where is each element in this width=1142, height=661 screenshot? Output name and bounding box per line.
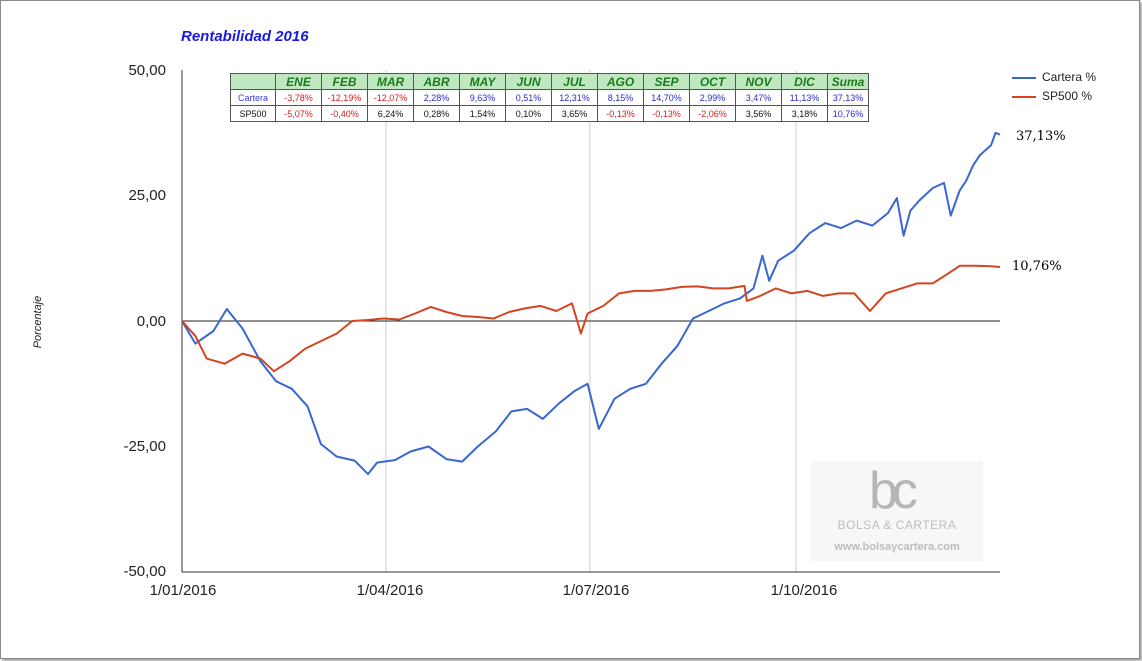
table-header-cell: Suma bbox=[827, 73, 869, 90]
table-header-cell: MAY bbox=[459, 73, 506, 90]
table-cell: 1,54% bbox=[459, 105, 506, 122]
watermark-logo: bc bbox=[869, 462, 918, 520]
table-cell: 2,28% bbox=[413, 89, 460, 106]
series-line-cartera bbox=[181, 131, 1001, 476]
table-cell: 37,13% bbox=[827, 89, 869, 106]
table-header-cell: NOV bbox=[735, 73, 782, 90]
table-row-label: Cartera bbox=[230, 89, 276, 106]
table-header-cell bbox=[230, 73, 276, 90]
table-cell: 3,65% bbox=[551, 105, 598, 122]
table-cell: -0,13% bbox=[643, 105, 690, 122]
legend-item-sp500: SP500 % bbox=[1012, 89, 1092, 103]
table-cell: 10,76% bbox=[827, 105, 869, 122]
y-tick-label: -50,00 bbox=[123, 563, 166, 580]
y-tick-label: 50,00 bbox=[128, 62, 166, 79]
table-cell: 3,47% bbox=[735, 89, 782, 106]
legend-swatch bbox=[1012, 76, 1036, 79]
table-cell: 3,56% bbox=[735, 105, 782, 122]
monthly-returns-table: ENE FEB MAR ABR MAY JUN JUL AGO SEP OCT NOV DIC Suma… bbox=[230, 73, 869, 122]
table-cell: -2,06% bbox=[689, 105, 736, 122]
table-cell: 12,31% bbox=[551, 89, 598, 106]
table-cell: 6,24% bbox=[367, 105, 414, 122]
x-tick-label: 1/01/2016 bbox=[149, 582, 217, 599]
x-tick-label: 1/07/2016 bbox=[562, 582, 630, 599]
table-header-row: ENE FEB MAR ABR MAY JUN JUL AGO SEP OCT NOV DIC Suma bbox=[230, 73, 869, 90]
table-cell: 11,13% bbox=[781, 89, 828, 106]
table-header-cell: JUN bbox=[505, 73, 552, 90]
table-row: Cartera -3,78% -12,19% -12,07% 2,28% 9,63% 0,5… bbox=[230, 89, 869, 106]
watermark-url: www.bolsaycartera.com bbox=[834, 541, 960, 553]
table-cell: 0,28% bbox=[413, 105, 460, 122]
table-header-cell: ABR bbox=[413, 73, 460, 90]
legend-item-cartera: Cartera % bbox=[1012, 70, 1096, 84]
chart-title: Rentabilidad 2016 bbox=[181, 28, 309, 45]
table-header-cell: FEB bbox=[321, 73, 368, 90]
watermark-name: BOLSA & CARTERA bbox=[837, 518, 957, 532]
table-cell: -0,40% bbox=[321, 105, 368, 122]
table-cell: -5,07% bbox=[275, 105, 322, 122]
table-cell: 8,15% bbox=[597, 89, 644, 106]
end-label-sp500: 10,76% bbox=[1012, 259, 1062, 274]
table-header-cell: MAR bbox=[367, 73, 414, 90]
table-header-cell: OCT bbox=[689, 73, 736, 90]
table-cell: 0,51% bbox=[505, 89, 552, 106]
table-cell: 9,63% bbox=[459, 89, 506, 106]
y-tick-label: 0,00 bbox=[136, 313, 166, 330]
watermark: bc BOLSA & CARTERA www.bolsaycartera.com bbox=[811, 461, 983, 561]
table-cell: 14,70% bbox=[643, 89, 690, 106]
legend-swatch bbox=[1012, 95, 1036, 98]
y-tick-label: -25,00 bbox=[123, 438, 166, 455]
table-header-cell: ENE bbox=[275, 73, 322, 90]
table-header-cell: JUL bbox=[551, 73, 598, 90]
table-cell: 3,18% bbox=[781, 105, 828, 122]
table-cell: -12,07% bbox=[367, 89, 414, 106]
series-line-sp500 bbox=[181, 264, 1001, 373]
table-cell: 0,10% bbox=[505, 105, 552, 122]
y-tick-label: 25,00 bbox=[128, 187, 166, 204]
legend-label: Cartera % bbox=[1042, 70, 1097, 84]
table-cell: -12,19% bbox=[321, 89, 368, 106]
end-label-cartera: 37,13% bbox=[1016, 129, 1066, 144]
table-header-cell: SEP bbox=[643, 73, 690, 90]
table-cell: -3,78% bbox=[275, 89, 322, 106]
legend-label: SP500 % bbox=[1042, 89, 1093, 103]
table-header-cell: AGO bbox=[597, 73, 644, 90]
table-row: SP500 -5,07% -0,40% 6,24% 0,28% 1,54% 0,10% 3,6… bbox=[230, 105, 869, 122]
table-cell: -0,13% bbox=[597, 105, 644, 122]
x-tick-label: 1/10/2016 bbox=[770, 582, 838, 599]
table-cell: 2,99% bbox=[689, 89, 736, 106]
table-header-cell: DIC bbox=[781, 73, 828, 90]
table-row-label: SP500 bbox=[230, 105, 276, 122]
x-tick-label: 1/04/2016 bbox=[356, 582, 424, 599]
